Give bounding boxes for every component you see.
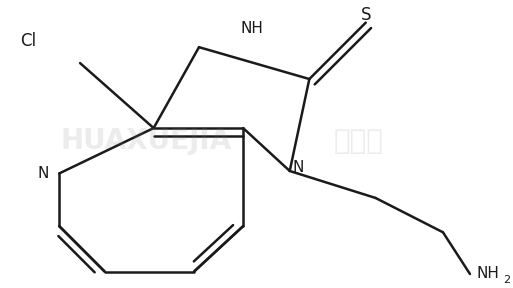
Text: 2: 2 — [503, 275, 510, 285]
Text: NH: NH — [240, 21, 263, 36]
Text: HUAXUEJIA: HUAXUEJIA — [60, 128, 231, 156]
Text: S: S — [361, 6, 371, 24]
Text: 化学加: 化学加 — [333, 128, 383, 156]
Text: N: N — [292, 160, 304, 175]
Text: NH: NH — [476, 266, 499, 281]
Text: N: N — [37, 166, 49, 181]
Text: Cl: Cl — [21, 32, 36, 50]
